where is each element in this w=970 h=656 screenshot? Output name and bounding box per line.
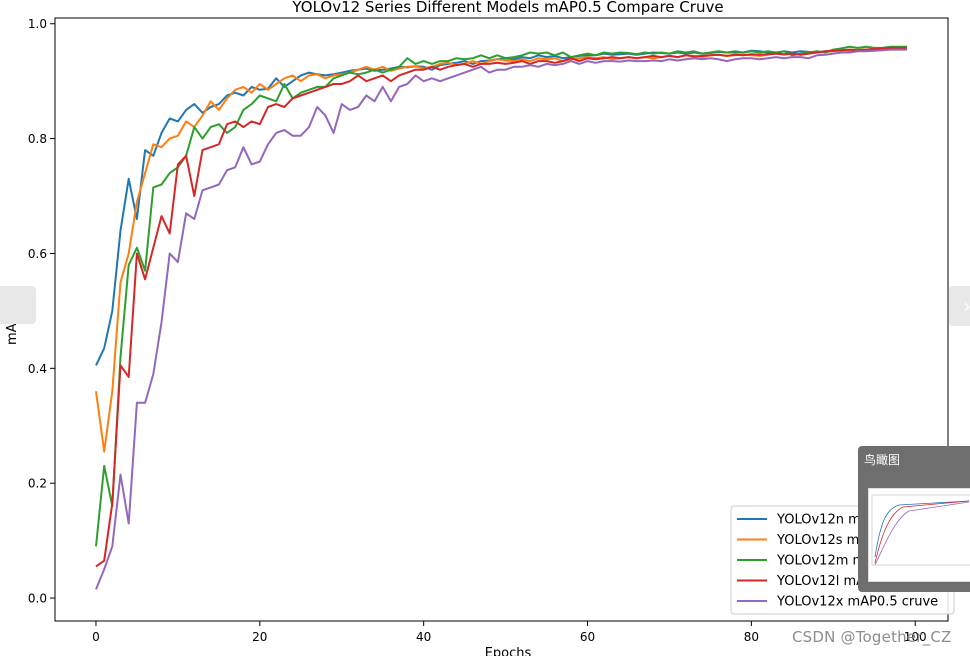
minimap-title: 鸟瞰图 — [864, 453, 901, 467]
watermark: CSDN @Together_CZ — [792, 628, 952, 646]
y-tick-label: 0.8 — [28, 132, 47, 146]
y-axis: 0.0 0.2 0.4 0.6 0.8 1.0 — [28, 17, 55, 606]
minimap-panel[interactable]: 鸟瞰图 — [858, 446, 970, 592]
y-tick-label: 0.4 — [28, 362, 47, 376]
y-tick-label: 0.2 — [28, 477, 47, 491]
minimap-preview-icon — [871, 494, 970, 566]
minimap-thumbnail[interactable] — [868, 488, 970, 582]
series-line — [95, 45, 907, 547]
x-tick-label: 80 — [744, 630, 759, 644]
left-side-tab[interactable] — [0, 286, 36, 324]
plot-lines — [95, 45, 908, 590]
series-line — [95, 46, 907, 568]
y-tick-label: 0.6 — [28, 247, 47, 261]
legend-entry: YOLOv12x mAP0.5 cruve — [776, 595, 938, 610]
series-line — [95, 48, 907, 590]
x-tick-label: 100 — [904, 630, 927, 644]
x-tick-label: 60 — [580, 630, 595, 644]
chevron-right-icon: › — [963, 294, 970, 318]
chart-title: YOLOv12 Series Different Models mAP0.5 C… — [291, 0, 723, 16]
y-tick-label: 0.0 — [28, 592, 47, 606]
x-axis-label: Epochs — [485, 646, 532, 656]
x-tick-label: 0 — [92, 630, 100, 644]
x-axis: 0 20 40 60 80 100 — [92, 621, 927, 644]
x-tick-label: 40 — [416, 630, 431, 644]
next-page-tab[interactable]: › — [949, 286, 970, 326]
y-tick-label: 1.0 — [28, 17, 47, 31]
x-tick-label: 20 — [252, 630, 267, 644]
